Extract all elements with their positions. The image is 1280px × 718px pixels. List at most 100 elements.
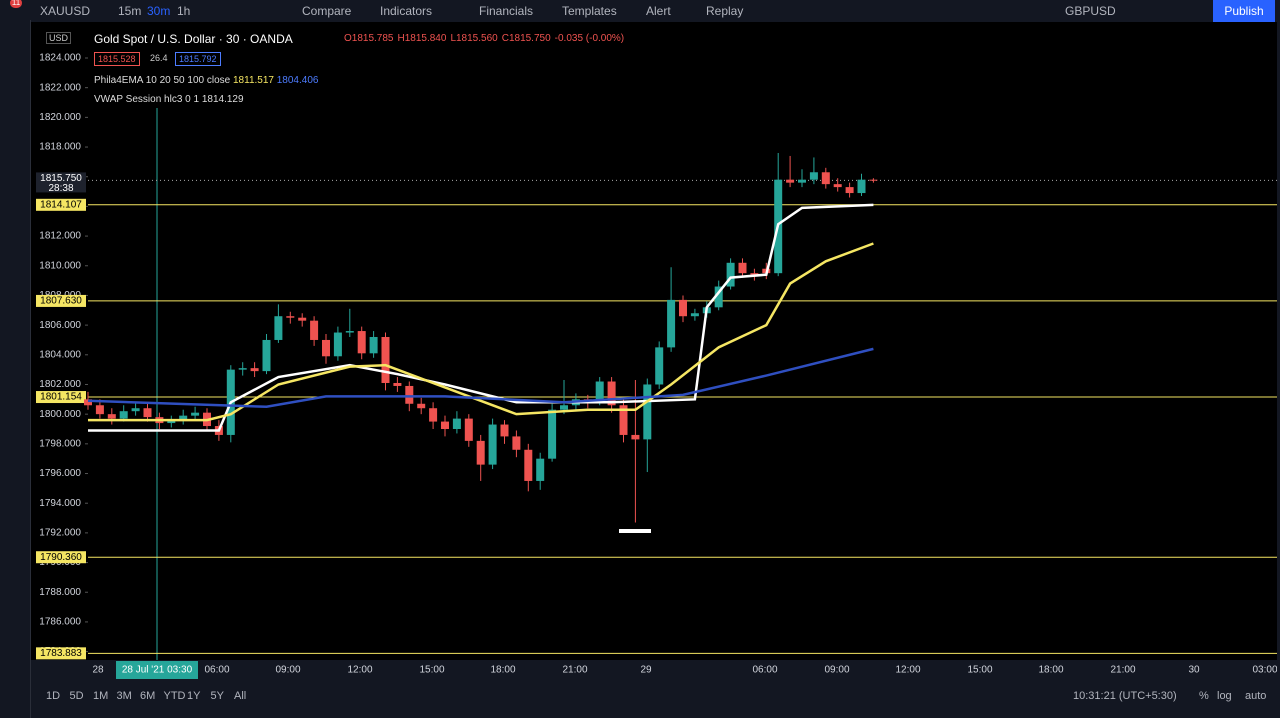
x-tick-label: 06:00 [752,665,777,676]
y-tick-label: 1792.000 [39,528,81,539]
pair-selector[interactable]: GBPUSD [1065,4,1116,18]
candle-body [286,316,295,318]
alert-button[interactable]: Alert [646,4,671,18]
last-price-label: 1815.750 [40,173,82,184]
indicator-line [88,242,874,422]
ohlc-value: H1815.840 [397,33,447,44]
candle-body [809,172,818,180]
range-button[interactable]: 1D [46,690,61,702]
candle-body [357,331,366,354]
candle-body [274,316,283,340]
candle-body [560,405,568,410]
level-label: 1801.154 [40,392,82,403]
ohlc-value: O1815.785 [344,33,394,44]
candle-body [524,449,533,481]
candle-body [798,179,806,183]
clock: 10:31:21 (UTC+5:30) [1073,690,1177,702]
candle-body [845,187,854,194]
candle-body [310,320,319,340]
templates-button[interactable]: Templates [562,4,617,18]
ohlc: O1815.785 H1815.840 L1815.560 C1815.750 -0.0… [344,33,628,44]
time-axis [31,660,1277,684]
x-tick-label: 29 [640,665,652,676]
candle-body [369,336,378,354]
range-button[interactable]: 3M [116,690,132,702]
x-tick-label: 18:00 [490,665,515,676]
x-tick-label: 03:00 [1252,665,1277,676]
candle-body [333,332,342,357]
range-button[interactable]: 5D [69,690,84,702]
x-tick-label: 12:00 [347,665,372,676]
candle-body [643,384,652,440]
indicators-button[interactable]: Indicators [380,4,433,18]
publish-button[interactable]: Publish [1213,0,1275,22]
y-tick-label: 1800.000 [39,409,81,420]
range-button[interactable]: 6M [140,690,156,702]
candle-body [298,317,307,321]
ema-value: 1804.406 [276,75,319,86]
ohlc-value: L1815.560 [450,33,498,44]
candle-body [84,399,92,406]
y-tick-label: 1798.000 [39,438,81,449]
level-label-bg [36,294,86,307]
interval[interactable]: 30m [147,4,171,18]
scale-option[interactable]: auto [1245,690,1267,702]
vwap-value: 1814.129 [201,94,244,105]
candle-body [667,299,676,348]
level-label: 1814.107 [40,199,82,210]
level-label: 1783.883 [40,648,82,659]
compare-button[interactable]: Compare [302,4,352,18]
spread: 26.4 [150,53,168,63]
x-tick-label: 12:00 [895,665,920,676]
x-tick-label: 21:00 [562,665,587,676]
candle-body [750,273,759,275]
range-button[interactable]: 5Y [210,690,224,702]
candle-body [429,408,438,422]
range-button[interactable]: 1Y [187,690,201,702]
candle-body [857,179,866,194]
range-button[interactable]: All [234,690,247,702]
scale-option[interactable]: % [1199,690,1209,702]
candle-body [548,409,557,459]
replay-button[interactable]: Replay [706,4,744,18]
candle-body [345,331,354,333]
candle-body [119,411,128,419]
range-button[interactable]: 1M [93,690,109,702]
countdown: 28:38 [48,183,73,194]
candle-body [631,434,640,440]
vwap-legend: VWAP Session hlc3 0 1 1814.129 [94,94,244,105]
candle-body [607,381,616,406]
x-tick-label: 28 [92,665,104,676]
candle-body [452,418,461,429]
candle-body [179,415,188,421]
x-tick-label: 21:00 [1110,665,1135,676]
candle-body [322,339,330,357]
ema-legend: Phila4EMA 10 20 50 100 close 1811.517 18… [94,75,318,86]
ask: 1815.792 [175,52,221,66]
y-tick-label: 1788.000 [39,587,81,598]
candle-body [405,385,414,404]
candle-body [619,405,628,435]
left-toolbar [0,20,31,718]
symbol[interactable]: XAUUSD [40,4,91,18]
candle-body [679,299,687,317]
level-label-bg [36,551,86,564]
x-tick-label: 09:00 [275,665,300,676]
scale-option[interactable]: log [1217,690,1232,702]
indicator-line [87,347,874,408]
candle-body [250,368,259,372]
bottom-toolbar: 1D 5D 1M 3M 6M YTD 1Y 5Y All 10:31:21 (UTC+5:30)%… [31,686,1277,706]
last-price-bg [36,172,86,193]
interval[interactable]: 15m [118,4,142,18]
candle-body [476,440,485,465]
level-label-bg [36,198,86,211]
candle-body [512,436,521,450]
candle-body [464,418,473,441]
candle-body [381,336,390,383]
candle-body [441,421,449,429]
range-button[interactable]: YTD [163,690,186,702]
interval[interactable]: 1h [177,4,191,18]
financials-button[interactable]: Financials [479,4,534,18]
y-tick-label: 1818.000 [39,142,81,153]
